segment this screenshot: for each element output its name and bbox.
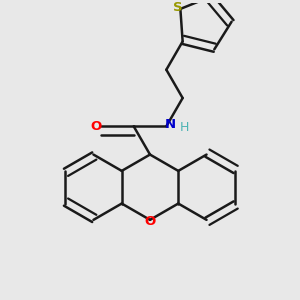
Text: O: O <box>90 120 101 133</box>
Text: O: O <box>144 215 156 228</box>
Text: H: H <box>180 121 189 134</box>
Text: S: S <box>173 1 183 14</box>
Text: N: N <box>164 118 175 131</box>
